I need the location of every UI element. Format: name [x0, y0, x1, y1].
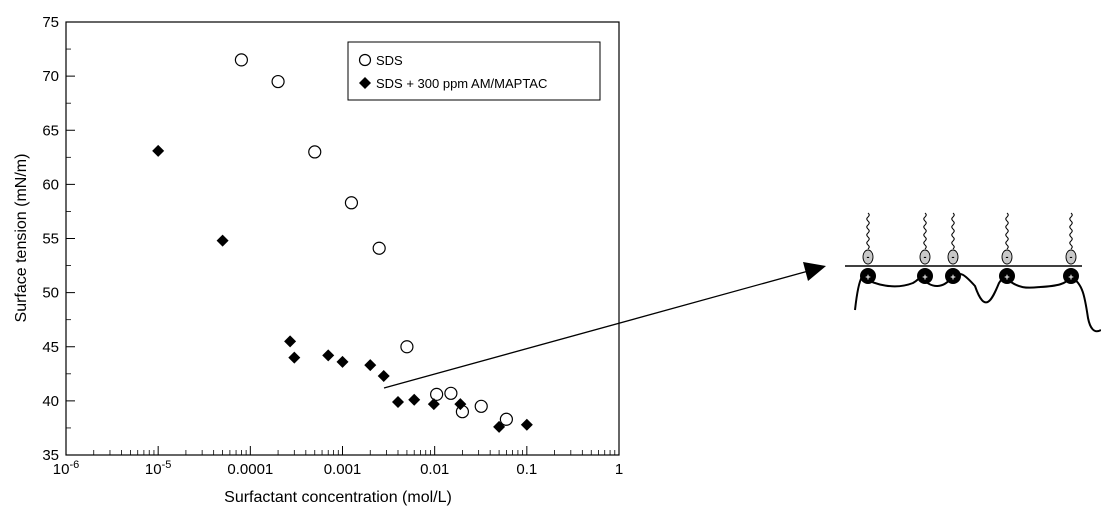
- data-point-sds-polymer: [284, 335, 297, 348]
- data-point-sds: [400, 340, 414, 354]
- data-point-sds-polymer: [391, 395, 404, 408]
- data-point-sds-polymer: [454, 398, 467, 411]
- headgroup-sign: -: [1070, 252, 1073, 262]
- cationic-sign: +: [922, 272, 927, 282]
- legend-marker-sds: [358, 53, 372, 67]
- data-point-sds-polymer: [377, 369, 390, 382]
- cationic-site: [917, 268, 933, 284]
- data-point-sds: [372, 241, 386, 255]
- surfactant-tail: [923, 212, 927, 250]
- cationic-site: [999, 268, 1015, 284]
- legend-box: [347, 41, 601, 101]
- data-point-sds: [430, 387, 444, 401]
- data-point-sds-polymer: [520, 418, 533, 431]
- y-axis-title: Surface tension (mN/m): [13, 154, 30, 323]
- data-point-sds: [344, 196, 359, 210]
- interface-schematic: -+-+-+-+-+: [845, 212, 1101, 333]
- headgroup-sign: -: [867, 252, 870, 262]
- y-ticks: [66, 21, 75, 456]
- x-tick-label: 0.001: [324, 461, 362, 478]
- x-tick-label: 1: [615, 461, 623, 478]
- data-point-sds-polymer: [152, 144, 165, 157]
- anionic-headgroup: [947, 249, 959, 265]
- x-tick-label: 10-6: [53, 459, 79, 478]
- data-point-sds: [474, 399, 488, 413]
- data-point-sds: [444, 386, 458, 400]
- headgroup-sign: -: [924, 252, 927, 262]
- surfactant-tail: [1069, 212, 1073, 250]
- x-tick-label: 0.1: [516, 461, 537, 478]
- data-point-sds-polymer: [408, 393, 421, 406]
- data-point-sds: [234, 53, 249, 67]
- legend-label-sds-polymer: SDS + 300 ppm AM/MAPTAC: [376, 76, 547, 91]
- cationic-site: [1063, 268, 1079, 284]
- data-point-sds: [271, 74, 285, 89]
- surfactant-tail: [866, 212, 870, 250]
- anionic-headgroup: [1001, 249, 1013, 265]
- y-tick-label: 70: [42, 68, 59, 85]
- data-point-sds: [308, 145, 322, 159]
- y-tick-label: 55: [42, 231, 59, 248]
- y-tick-label: 65: [42, 122, 59, 139]
- x-tick-label: 10-5: [145, 459, 171, 478]
- scatter-chart: 10-6 10-5 0.0001 0.001 0.01 0.1 1 35 40 45 50 55 60…: [13, 14, 623, 506]
- y-tick-label: 60: [42, 176, 59, 193]
- data-point-sds-polymer: [427, 398, 440, 411]
- y-tick-label: 50: [42, 285, 59, 302]
- y-tick-label: 75: [42, 14, 59, 31]
- data-point-sds-polymer: [336, 355, 349, 368]
- x-tick-label: 0.01: [420, 461, 449, 478]
- data-point-sds-polymer: [322, 349, 335, 362]
- surfactant-tail: [951, 212, 955, 250]
- surfactant-molecule: -+: [917, 212, 933, 284]
- surfactant-molecule: -+: [860, 212, 876, 284]
- anionic-headgroup: [1065, 249, 1077, 265]
- y-tick-labels: 35 40 45 50 55 60 65 70 75: [42, 14, 59, 464]
- callout-arrow: [383, 262, 826, 389]
- cationic-site: [860, 268, 876, 284]
- surfactant-molecule: -+: [1063, 212, 1079, 284]
- legend-marker-sds-polymer: [359, 77, 371, 89]
- data-point-sds-polymer: [288, 351, 301, 364]
- series-markers: [152, 53, 533, 433]
- x-tick-label: 0.0001: [227, 461, 273, 478]
- surfactant-molecule: -+: [999, 212, 1015, 284]
- y-tick-label: 45: [42, 339, 59, 356]
- x-tick-labels: 10-6 10-5 0.0001 0.001 0.01 0.1 1: [53, 459, 623, 478]
- cationic-sign: +: [865, 272, 870, 282]
- y-tick-label: 40: [42, 393, 59, 410]
- data-point-sds-polymer: [493, 420, 506, 433]
- legend-label-sds: SDS: [376, 53, 403, 68]
- cationic-sign: +: [1068, 272, 1073, 282]
- anionic-headgroup: [862, 249, 874, 265]
- cationic-sign: +: [1004, 272, 1009, 282]
- x-major-ticks: [65, 446, 620, 455]
- surfactant-tail: [1005, 212, 1009, 250]
- data-point-sds-polymer: [216, 234, 229, 247]
- data-point-sds-polymer: [364, 359, 377, 372]
- x-axis-title: Surfactant concentration (mol/L): [224, 489, 452, 506]
- legend: SDS SDS + 300 ppm AM/MAPTAC: [347, 41, 601, 101]
- anionic-headgroup: [919, 249, 931, 265]
- headgroup-sign: -: [1006, 252, 1009, 262]
- surfactant-molecules: -+-+-+-+-+: [860, 212, 1079, 284]
- y-tick-label: 35: [42, 447, 59, 464]
- cationic-sign: +: [950, 272, 955, 282]
- cationic-site: [945, 268, 961, 284]
- polymer-chain: [854, 272, 1101, 333]
- data-point-sds: [499, 412, 513, 426]
- surfactant-molecule: -+: [945, 212, 961, 284]
- x-minor-ticks: [93, 450, 616, 455]
- headgroup-sign: -: [952, 252, 955, 262]
